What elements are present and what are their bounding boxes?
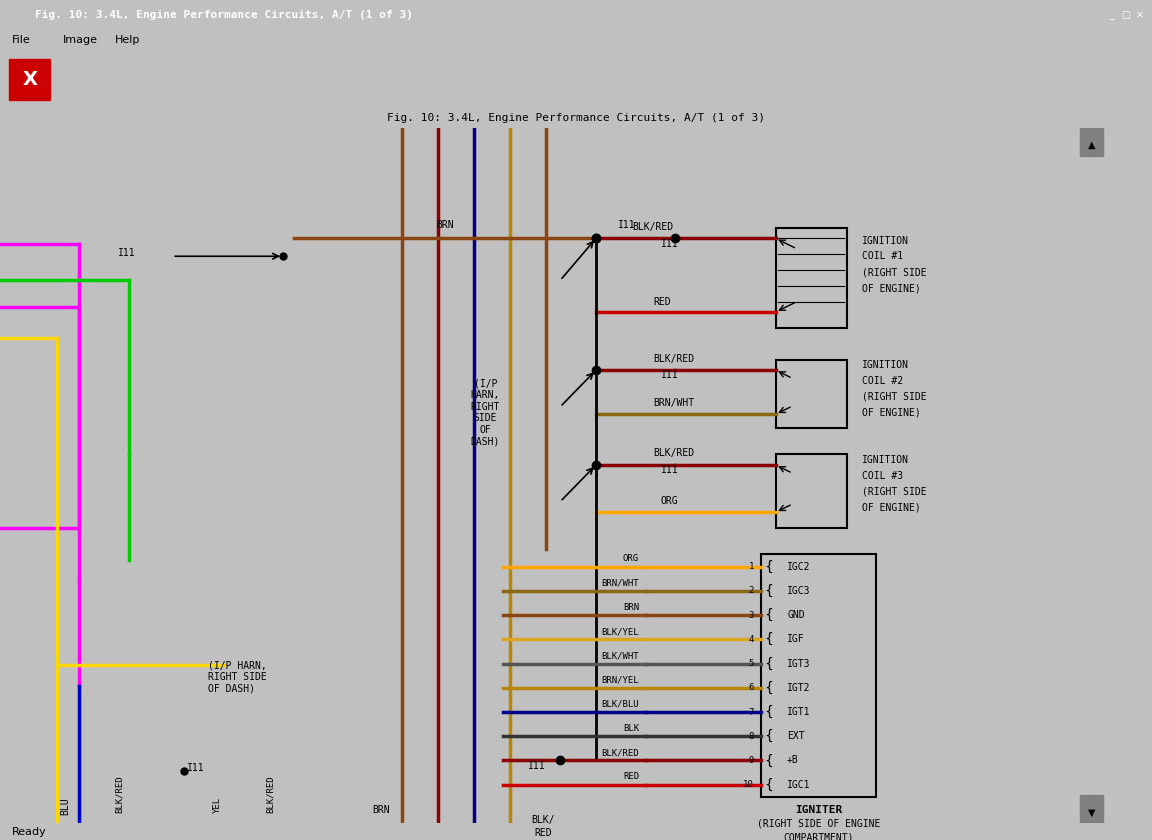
Text: GND: GND xyxy=(787,610,804,620)
Text: 7: 7 xyxy=(749,707,753,717)
Text: ×: × xyxy=(1135,10,1144,20)
Text: IGT2: IGT2 xyxy=(787,683,811,693)
Text: BLK/: BLK/ xyxy=(531,815,554,825)
Text: 4: 4 xyxy=(749,635,753,643)
Text: File: File xyxy=(12,35,30,45)
Text: 10: 10 xyxy=(743,780,753,790)
Text: {: { xyxy=(764,705,773,719)
Text: (I/P
HARN,
RIGHT
SIDE
OF
DASH): (I/P HARN, RIGHT SIDE OF DASH) xyxy=(471,379,500,447)
Text: I11: I11 xyxy=(660,465,679,475)
Text: I11: I11 xyxy=(617,220,635,230)
Text: IGT3: IGT3 xyxy=(787,659,811,669)
Text: Help: Help xyxy=(115,35,141,45)
Text: EXT: EXT xyxy=(787,732,804,741)
Bar xyxy=(775,360,848,428)
Text: Image: Image xyxy=(63,35,98,45)
Text: BLK/YEL: BLK/YEL xyxy=(601,627,639,636)
Text: RED: RED xyxy=(653,297,672,307)
Text: X: X xyxy=(22,71,38,89)
Text: {: { xyxy=(764,559,773,574)
Text: BRN/WHT: BRN/WHT xyxy=(601,579,639,587)
Text: (I/P HARN,
RIGHT SIDE
OF DASH): (I/P HARN, RIGHT SIDE OF DASH) xyxy=(209,660,267,694)
Text: OF ENGINE): OF ENGINE) xyxy=(862,502,920,512)
Text: COMPARTMENT): COMPARTMENT) xyxy=(783,832,854,840)
Text: {: { xyxy=(764,657,773,670)
Text: Ready: Ready xyxy=(12,827,46,837)
Text: (RIGHT SIDE: (RIGHT SIDE xyxy=(862,267,926,277)
Text: I11: I11 xyxy=(118,249,136,258)
Text: BLK/BLU: BLK/BLU xyxy=(601,700,639,709)
Text: IGF: IGF xyxy=(787,634,804,644)
Text: 9: 9 xyxy=(749,756,753,765)
Text: {: { xyxy=(764,778,773,792)
Text: ORG: ORG xyxy=(623,554,639,564)
Text: COIL #2: COIL #2 xyxy=(862,375,903,386)
Text: 8: 8 xyxy=(749,732,753,741)
Text: IGNITION: IGNITION xyxy=(862,454,909,465)
Text: IGC1: IGC1 xyxy=(787,780,811,790)
Bar xyxy=(9,60,50,101)
Text: Fig. 10: 3.4L, Engine Performance Circuits, A/T (1 of 3): Fig. 10: 3.4L, Engine Performance Circui… xyxy=(35,10,412,20)
Text: (RIGHT SIDE OF ENGINE: (RIGHT SIDE OF ENGINE xyxy=(757,818,880,828)
Bar xyxy=(761,554,876,797)
Bar xyxy=(775,228,848,328)
Text: {: { xyxy=(764,753,773,768)
Text: BRN: BRN xyxy=(437,220,454,230)
Text: {: { xyxy=(764,584,773,598)
Text: 6: 6 xyxy=(749,683,753,692)
Bar xyxy=(775,454,848,528)
Text: ORG: ORG xyxy=(660,496,679,506)
Text: I11: I11 xyxy=(187,763,204,773)
Text: IGT1: IGT1 xyxy=(787,707,811,717)
Bar xyxy=(1081,795,1102,823)
Text: □: □ xyxy=(1121,10,1130,20)
Text: BRN/YEL: BRN/YEL xyxy=(601,675,639,685)
Bar xyxy=(1081,128,1102,155)
Text: YEL: YEL xyxy=(213,796,221,812)
Text: {: { xyxy=(764,633,773,646)
Text: BLK/RED: BLK/RED xyxy=(115,775,124,812)
Text: I11: I11 xyxy=(660,239,679,249)
Text: 1: 1 xyxy=(749,562,753,571)
Text: (RIGHT SIDE: (RIGHT SIDE xyxy=(862,391,926,402)
Text: IGNITION: IGNITION xyxy=(862,235,909,245)
Text: OF ENGINE): OF ENGINE) xyxy=(862,283,920,293)
Text: IGC2: IGC2 xyxy=(787,562,811,571)
Text: BLK: BLK xyxy=(623,724,639,733)
Text: BRN/WHT: BRN/WHT xyxy=(653,398,695,408)
Text: IGNITER: IGNITER xyxy=(795,805,842,815)
Text: 2: 2 xyxy=(749,586,753,596)
Text: (RIGHT SIDE: (RIGHT SIDE xyxy=(862,486,926,496)
Text: I11: I11 xyxy=(660,370,679,381)
Text: I11: I11 xyxy=(528,761,546,771)
Text: 5: 5 xyxy=(749,659,753,668)
Text: IGNITION: IGNITION xyxy=(862,360,909,370)
Text: BLK/RED: BLK/RED xyxy=(653,354,695,364)
Text: {: { xyxy=(764,729,773,743)
Text: Fig. 10: 3.4L, Engine Performance Circuits, A/T (1 of 3): Fig. 10: 3.4L, Engine Performance Circui… xyxy=(387,113,765,123)
Text: BLU: BLU xyxy=(60,797,70,815)
Text: +B: +B xyxy=(787,755,798,765)
Text: 3: 3 xyxy=(749,611,753,620)
Text: BLK/RED: BLK/RED xyxy=(653,449,695,459)
Text: BLK/RED: BLK/RED xyxy=(632,222,673,232)
Text: IGC3: IGC3 xyxy=(787,585,811,596)
Text: BLK/RED: BLK/RED xyxy=(266,775,274,812)
Text: _: _ xyxy=(1109,10,1114,20)
Text: {: { xyxy=(764,608,773,622)
Text: {: { xyxy=(764,680,773,695)
Text: BLK/WHT: BLK/WHT xyxy=(601,651,639,660)
Text: OF ENGINE): OF ENGINE) xyxy=(862,407,920,417)
Text: RED: RED xyxy=(623,773,639,781)
Text: BRN: BRN xyxy=(623,603,639,612)
Text: RED: RED xyxy=(535,828,552,837)
Text: ▲: ▲ xyxy=(1087,140,1096,150)
Text: BRN: BRN xyxy=(372,805,389,815)
Text: ▼: ▼ xyxy=(1087,808,1096,818)
Text: COIL #1: COIL #1 xyxy=(862,251,903,261)
Text: BLK/RED: BLK/RED xyxy=(601,748,639,757)
Text: COIL #3: COIL #3 xyxy=(862,470,903,480)
